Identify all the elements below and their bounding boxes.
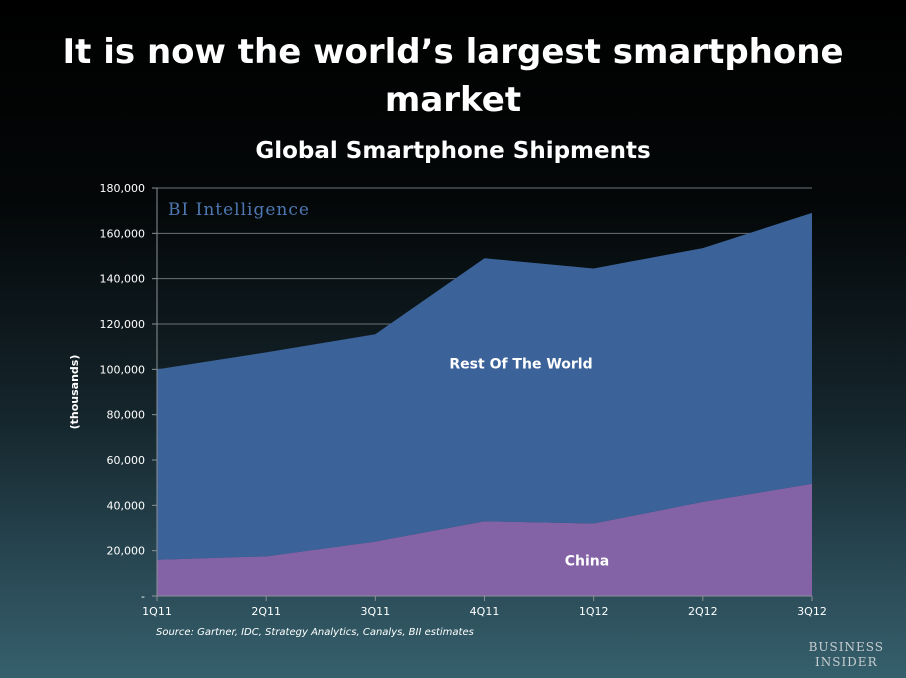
area-china	[157, 483, 812, 596]
x-tick-label: 4Q11	[470, 605, 500, 618]
page-headline: It is now the world’s largest smartphone…	[62, 32, 844, 120]
publisher-line-1: Business	[808, 640, 884, 654]
series-label-china: China	[565, 553, 609, 569]
y-tick-label: 140,000	[100, 273, 146, 286]
x-tick-label: 3Q12	[797, 605, 827, 618]
x-tick-label: 1Q12	[579, 605, 609, 618]
chart-title: Global Smartphone Shipments	[255, 138, 651, 164]
x-tick-label: 2Q12	[688, 605, 718, 618]
y-tick-label: 80,000	[107, 409, 146, 422]
y-tick-label: -	[141, 590, 145, 603]
y-tick-label: 100,000	[100, 363, 146, 376]
area-rest-of-the-world	[157, 212, 812, 560]
y-tick-label: 60,000	[107, 454, 146, 467]
publisher-line-2: Insider	[814, 655, 878, 669]
x-tick-label: 1Q11	[142, 605, 172, 618]
x-tick-label: 2Q11	[251, 605, 281, 618]
bi-intelligence-watermark: BI Intelligence	[168, 200, 310, 220]
y-tick-label: 160,000	[100, 227, 146, 240]
x-tick-label: 3Q11	[361, 605, 391, 618]
y-tick-label: 120,000	[100, 318, 146, 331]
y-tick-label: 180,000	[100, 182, 146, 195]
y-tick-label: 40,000	[107, 499, 146, 512]
y-axis-title: (thousands)	[68, 355, 81, 430]
series-label-rest-of-the-world: Rest Of The World	[449, 356, 592, 372]
bi-intelligence-logo-text: BI Intelligence	[168, 200, 310, 220]
y-tick-label: 20,000	[107, 545, 146, 558]
business-insider-logo: Business Insider	[809, 640, 884, 670]
source-note: Source: Gartner, IDC, Strategy Analytics…	[156, 627, 474, 638]
